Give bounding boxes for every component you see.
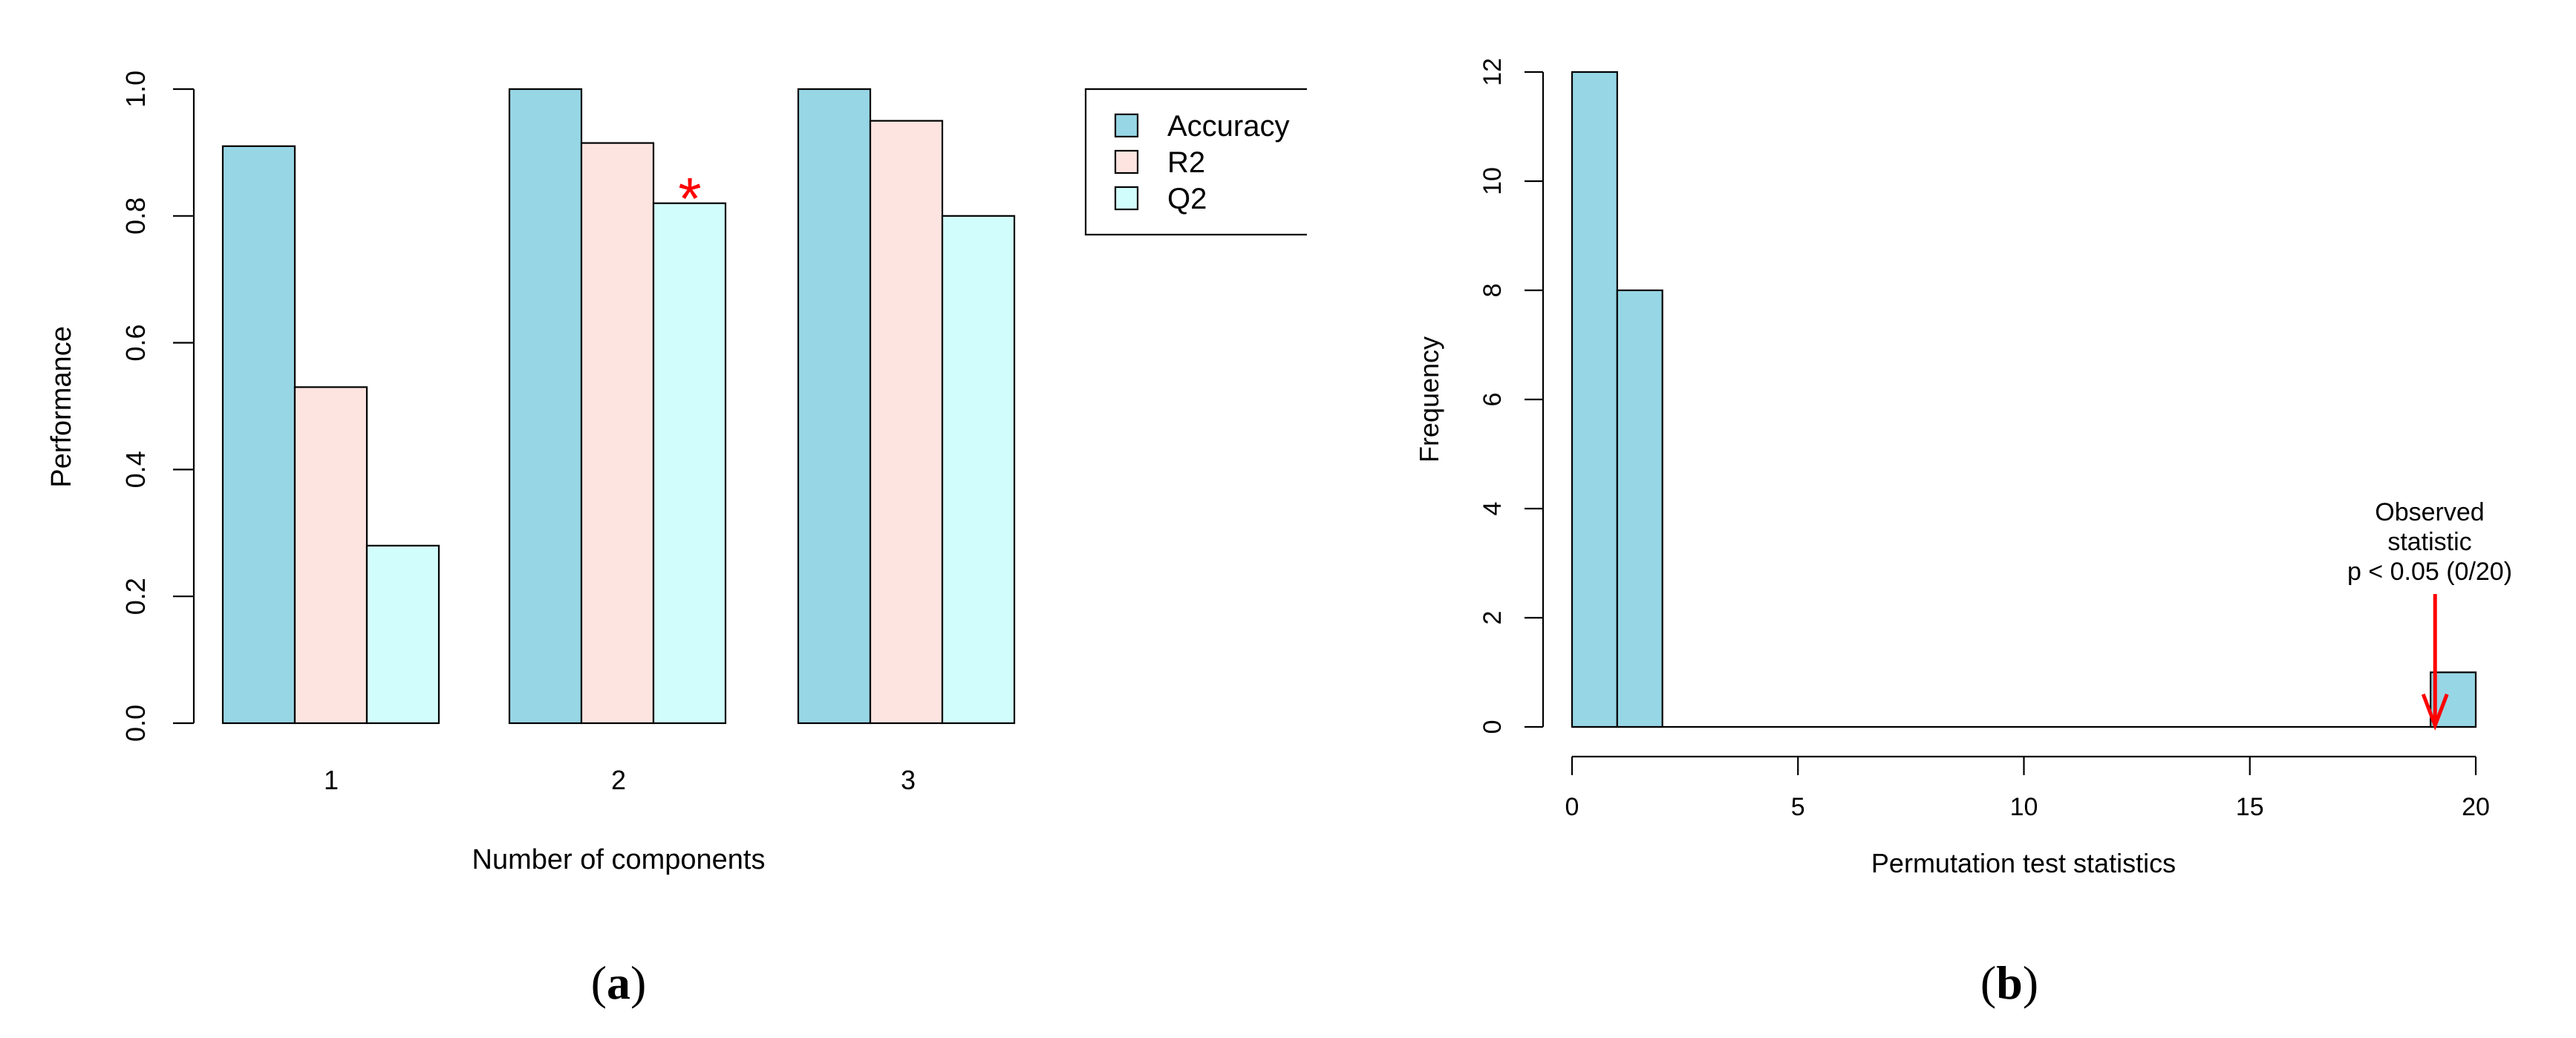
legend-label-accuracy: Accuracy <box>1167 110 1290 143</box>
panel-a-bar-chart: 0.0 0.2 0.4 0.6 0.8 1.0 1 2 3 * Number of com… <box>46 71 1307 1009</box>
arrow-head <box>2421 693 2449 731</box>
panel-b-y-tick-label: 0 <box>1478 720 1507 734</box>
bar-q2-3 <box>941 215 1016 725</box>
panel-b-y-tick-label: 6 <box>1478 393 1507 407</box>
panel-a-y-tick-label: 0.6 <box>120 324 151 362</box>
panel-a-y-tick-label: 1.0 <box>120 71 151 108</box>
panel-b-y-axis-title: Frequency <box>1414 336 1444 463</box>
bar-r2-3 <box>869 120 944 725</box>
panel-a-x-tick-1: 1 <box>324 765 339 795</box>
legend-label-q2: Q2 <box>1167 183 1207 215</box>
panel-b-y-ticks: 0 2 4 6 8 10 12 <box>1478 58 1543 734</box>
panel-b-label: (b) <box>1980 956 2038 1009</box>
panel-b-x-tick-label: 0 <box>1565 793 1579 821</box>
panel-a-y-tick-label: 0.8 <box>120 198 151 235</box>
panel-b-y-tick-label: 12 <box>1478 58 1507 86</box>
panel-a-label-open: ( <box>591 956 607 1009</box>
panel-a-y-ticks: 0.0 0.2 0.4 0.6 0.8 1.0 <box>120 71 194 742</box>
panel-b-x-axis-title: Permutation test statistics <box>1871 848 2176 878</box>
panel-b-y-tick-label: 4 <box>1478 502 1507 516</box>
legend-swatch-r2 <box>1114 149 1139 174</box>
panel-b-label-open: ( <box>1980 956 1996 1009</box>
bar-r2-1 <box>293 386 368 725</box>
panel-b-histogram: 0 2 4 6 8 10 12 0 5 10 15 20 Observed statistic p … <box>1414 58 2512 1009</box>
panel-a-legend: Accuracy R2 Q2 <box>1084 88 1307 236</box>
panel-b-label-letter: b <box>1996 956 2023 1009</box>
panel-b-y-tick-label: 2 <box>1478 611 1507 625</box>
panel-b-y-tick-label: 8 <box>1478 284 1507 298</box>
legend-swatch-q2 <box>1114 186 1139 211</box>
bar-r2-2 <box>580 142 655 725</box>
panel-b-bars <box>1571 71 2477 728</box>
bar-q2-2 <box>652 202 727 725</box>
panel-b-annotation-line-1: Observed <box>2375 498 2484 526</box>
panel-b-observed-arrow <box>2421 594 2449 731</box>
panel-a-label-close: ) <box>630 956 646 1009</box>
panel-b-y-tick-label: 10 <box>1478 167 1507 195</box>
panel-b-annotation-line-3: p < 0.05 (0/20) <box>2347 558 2512 586</box>
panel-a-y-tick-label: 0.2 <box>120 578 151 615</box>
panel-a-significance-asterisk: * <box>678 166 701 232</box>
panel-b-label-close: ) <box>2023 956 2038 1009</box>
panel-a-x-tick-2: 2 <box>611 765 626 795</box>
panel-a-label-letter: a <box>607 956 630 1009</box>
panel-a-x-tick-3: 3 <box>901 765 916 795</box>
hist-bin-1-2 <box>1616 289 1663 728</box>
bar-accuracy-2 <box>508 88 583 725</box>
panel-a-x-axis-title: Number of components <box>472 844 766 875</box>
bar-q2-1 <box>365 544 440 725</box>
panel-a-y-axis-title: Performance <box>46 326 77 488</box>
panel-a-y-tick-label: 0.0 <box>120 705 151 742</box>
panel-b-x-tick-label: 10 <box>2010 793 2038 821</box>
panel-b-x-ticks: 0 5 10 15 20 <box>1565 757 2490 821</box>
panel-a-bars <box>221 88 1016 725</box>
panel-b-x-tick-label: 15 <box>2236 793 2264 821</box>
panel-b-x-tick-label: 20 <box>2462 793 2490 821</box>
panel-b-x-tick-label: 5 <box>1791 793 1805 821</box>
legend-label-r2: R2 <box>1167 146 1205 179</box>
panel-b-annotation-line-2: statistic <box>2387 528 2471 556</box>
hist-bin-0-1 <box>1571 71 1618 728</box>
panel-a-label: (a) <box>591 956 647 1009</box>
legend-swatch-accuracy <box>1114 113 1139 138</box>
bar-accuracy-1 <box>221 145 296 725</box>
panel-a-y-tick-label: 0.4 <box>120 451 151 488</box>
bar-accuracy-3 <box>797 88 872 725</box>
